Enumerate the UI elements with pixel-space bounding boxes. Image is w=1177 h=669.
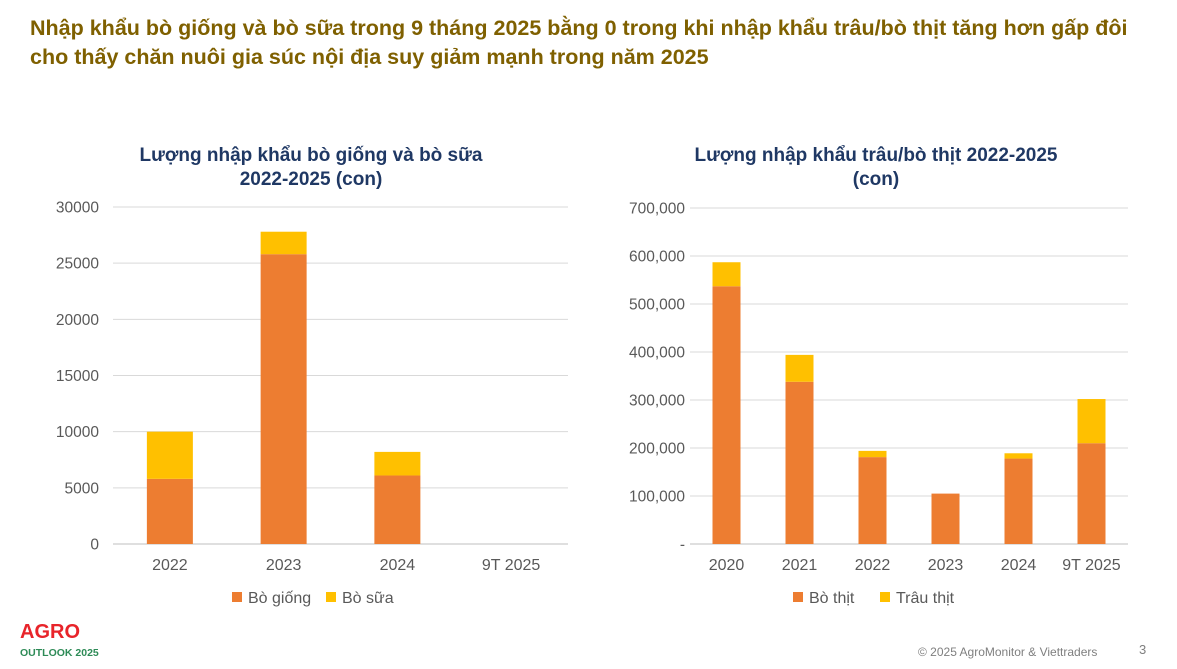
- x-tick-label: 2022: [855, 557, 891, 574]
- x-tick-label: 2022: [152, 557, 188, 574]
- x-tick-label: 2020: [709, 557, 745, 574]
- bar-b-gi-ng-2023: [260, 254, 307, 544]
- page-number: 3: [1139, 642, 1147, 657]
- bar-tr-u-th-t-2024: [1004, 453, 1033, 459]
- bar-b-s-a-2022: [146, 431, 193, 479]
- bar-b-s-a-2024: [374, 451, 421, 476]
- chart-title-line-2: 2022-2025 (con): [240, 169, 383, 190]
- bar-b-th-t-2020: [712, 286, 741, 544]
- chart-title-line-1: Lượng nhập khẩu bò giống và bò sữa: [140, 145, 483, 166]
- chart-title-line-1: Lượng nhập khẩu trâu/bò thịt 2022-2025: [695, 145, 1058, 166]
- legend-swatch: [232, 592, 242, 602]
- bar-b-gi-ng-2022: [146, 478, 193, 544]
- x-tick-label: 2024: [380, 557, 416, 574]
- bar-b-th-t-9T-2025: [1077, 443, 1106, 544]
- x-tick-label: 2021: [782, 557, 818, 574]
- y-tick-label: 15000: [56, 368, 99, 385]
- y-tick-label: 20000: [56, 312, 99, 329]
- x-tick-label: 2024: [1001, 557, 1037, 574]
- copyright-notice: © 2025 AgroMonitor & Viettraders: [918, 645, 1098, 659]
- y-tick-label: 500,000: [629, 297, 685, 314]
- y-tick-label: 300,000: [629, 393, 685, 410]
- legend-swatch: [326, 592, 336, 602]
- legend-swatch: [793, 592, 803, 602]
- chart-title-line-2: (con): [853, 169, 899, 190]
- y-tick-label: 5000: [65, 480, 100, 497]
- legend-swatch: [880, 592, 890, 602]
- bar-tr-u-th-t-2021: [785, 354, 814, 382]
- buffalo-beef-cattle-chart: Lượng nhập khẩu trâu/bò thịt 2022-2025 (c…: [629, 145, 1128, 607]
- x-tick-label: 9T 2025: [482, 557, 541, 574]
- y-tick-label: 200,000: [629, 441, 685, 458]
- y-tick-label: 30000: [56, 200, 99, 217]
- bar-tr-u-th-t-2020: [712, 262, 741, 287]
- bar-b-s-a-2023: [260, 231, 307, 255]
- outlook-logo-subtext: OUTLOOK 2025: [20, 647, 99, 659]
- bar-tr-u-th-t-2022: [858, 450, 887, 458]
- y-tick-label: -: [680, 537, 685, 554]
- y-tick-label: 25000: [56, 256, 99, 273]
- bar-b-th-t-2022: [858, 457, 887, 544]
- x-tick-label: 2023: [266, 557, 302, 574]
- bar-b-th-t-2024: [1004, 458, 1033, 544]
- bar-tr-u-th-t-9T-2025: [1077, 399, 1106, 444]
- y-tick-label: 0: [90, 537, 99, 554]
- agro-logo-text: AGRO: [20, 621, 80, 643]
- legend-label: Bò sữa: [342, 590, 394, 607]
- x-tick-label: 2023: [928, 557, 964, 574]
- y-tick-label: 400,000: [629, 345, 685, 362]
- legend-label: Bò giống: [248, 590, 311, 607]
- bar-b-th-t-2023: [931, 493, 960, 544]
- page-headline: Nhập khẩu bò giống và bò sữa trong 9 thá…: [30, 16, 1128, 69]
- legend-label: Trâu thịt: [896, 590, 955, 607]
- x-tick-label: 9T 2025: [1062, 557, 1121, 574]
- y-tick-label: 10000: [56, 424, 99, 441]
- bar-b-gi-ng-2024: [374, 475, 421, 544]
- bar-b-th-t-2021: [785, 381, 814, 544]
- breeding-dairy-cattle-chart: Lượng nhập khẩu bò giống và bò sữa 2022-2…: [56, 145, 568, 607]
- y-tick-label: 700,000: [629, 201, 685, 218]
- y-tick-label: 100,000: [629, 489, 685, 506]
- legend-label: Bò thịt: [809, 590, 855, 607]
- y-tick-label: 600,000: [629, 249, 685, 266]
